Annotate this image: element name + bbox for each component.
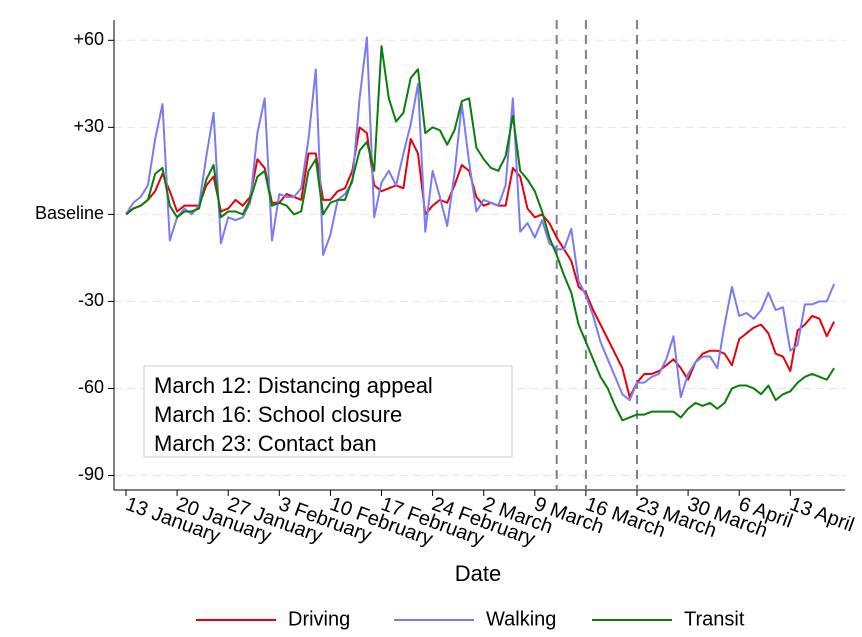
y-tick-label: +30	[73, 116, 104, 136]
series-line	[125, 36, 836, 402]
annotation: March 12: Distancing appeal	[154, 373, 433, 398]
y-tick-label: +60	[73, 29, 104, 49]
annotation: March 16: School closure	[154, 402, 402, 427]
y-tick-label: -60	[78, 377, 104, 397]
x-tick-label: 13 April	[787, 493, 857, 536]
legend-label: Walking	[486, 608, 556, 630]
annotation-box	[143, 365, 513, 458]
series-line	[125, 45, 835, 422]
y-tick-label: -90	[78, 464, 104, 484]
series-line	[125, 126, 835, 399]
x-axis-title: Date	[455, 561, 501, 586]
y-tick-label: Baseline	[35, 203, 104, 223]
y-tick-label: -30	[78, 290, 104, 310]
legend-label: Driving	[288, 608, 350, 630]
legend-label: Transit	[684, 608, 745, 630]
annotation: March 23: Contact ban	[154, 431, 377, 456]
